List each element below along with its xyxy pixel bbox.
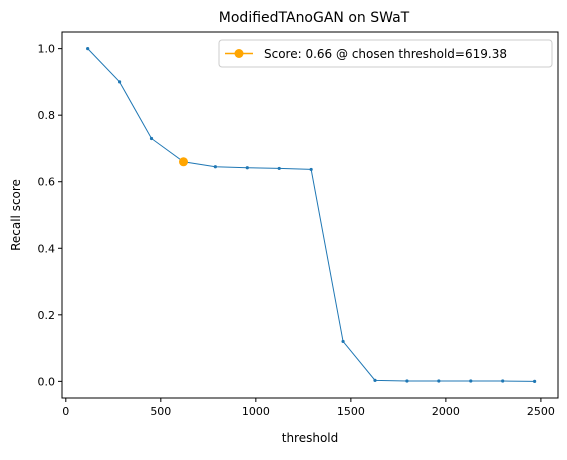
y-axis: 0.0 0.2 0.4 0.6 0.8 1.0 xyxy=(38,43,62,388)
data-point xyxy=(309,167,313,172)
data-point xyxy=(373,378,377,382)
x-tick-label: 500 xyxy=(150,405,171,418)
legend-label: Score: 0.66 @ chosen threshold=619.38 xyxy=(264,47,507,61)
x-tick-label: 1500 xyxy=(337,405,365,418)
series-line xyxy=(87,48,535,382)
data-point xyxy=(277,166,281,171)
y-tick-label: 0.2 xyxy=(38,309,56,322)
data-point xyxy=(213,165,217,169)
x-tick-label: 0 xyxy=(62,405,69,418)
y-tick-label: 0.4 xyxy=(38,242,56,255)
y-tick-label: 0.6 xyxy=(38,176,56,189)
x-axis: 0 500 1000 1500 2000 2500 xyxy=(62,398,555,418)
plot-frame xyxy=(61,31,559,399)
legend-marker-swatch xyxy=(234,49,244,58)
y-tick-label: 0.8 xyxy=(38,109,56,122)
y-axis-label: Recall score xyxy=(9,179,23,251)
x-tick-label: 2000 xyxy=(432,405,460,418)
chart-title: ModifiedTAnoGAN on SWaT xyxy=(219,10,410,26)
data-point xyxy=(245,166,249,170)
data-point xyxy=(86,47,90,51)
y-tick-label: 1.0 xyxy=(38,43,56,56)
x-tick-label: 1000 xyxy=(242,405,270,418)
data-point xyxy=(117,80,122,84)
plot-area xyxy=(86,47,537,383)
x-tick-label: 2500 xyxy=(527,405,555,418)
data-point xyxy=(437,379,441,383)
legend: Score: 0.66 @ chosen threshold=619.38 xyxy=(218,39,553,68)
y-tick-label: 0.0 xyxy=(38,375,56,388)
data-point xyxy=(533,379,537,383)
x-axis-label: threshold xyxy=(282,431,339,445)
data-point xyxy=(501,379,505,383)
data-point xyxy=(469,379,473,383)
data-point xyxy=(405,379,409,383)
data-point xyxy=(341,339,345,344)
highlight-point xyxy=(179,157,189,167)
legend-box xyxy=(218,39,553,68)
data-point xyxy=(149,136,154,141)
